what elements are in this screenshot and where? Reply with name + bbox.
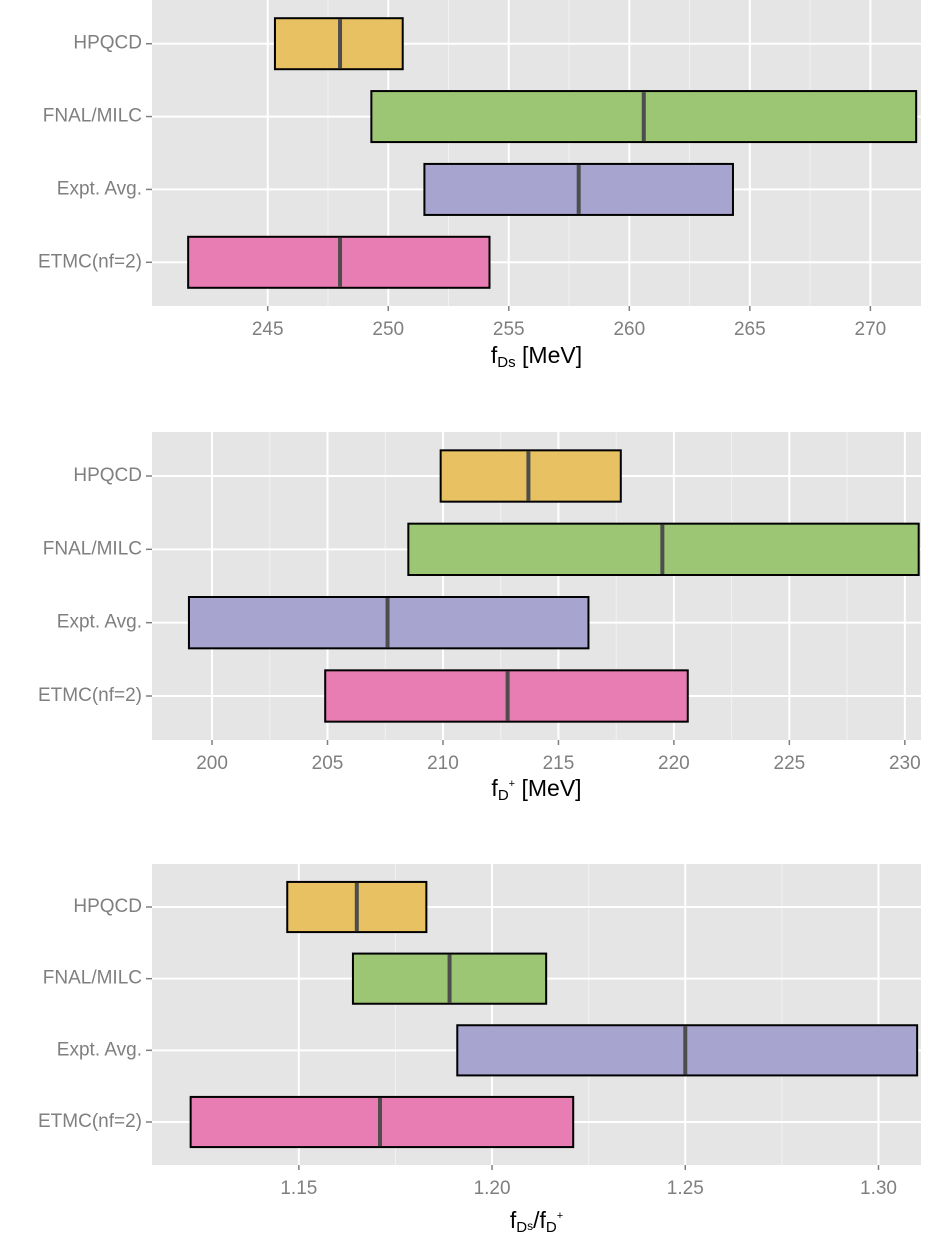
axis-title-part: s xyxy=(527,1219,533,1233)
x-tick-label: 215 xyxy=(543,753,575,774)
axis-title-part: + xyxy=(557,1210,563,1222)
y-tick-label: Expt. Avg. xyxy=(57,612,142,633)
x-axis-title: fD+ [MeV] xyxy=(491,775,581,804)
x-tick-label: 250 xyxy=(372,319,404,340)
x-tick-label: 1.25 xyxy=(667,1178,704,1199)
y-tick-label: FNAL/MILC xyxy=(43,968,142,989)
range-bar xyxy=(439,449,622,503)
y-tick-label: ETMC(nf=2) xyxy=(38,685,142,706)
x-tick-label: 210 xyxy=(427,753,459,774)
y-tick-label: HPQCD xyxy=(73,465,142,486)
axis-title-part: D xyxy=(546,1219,557,1236)
axis-title-part: + xyxy=(509,778,515,790)
axis-title-part: [MeV] xyxy=(515,775,581,801)
axis-title-part: f xyxy=(491,342,498,368)
y-tick-label: FNAL/MILC xyxy=(43,106,142,127)
x-axis-title: fDs/fD+ xyxy=(510,1207,563,1236)
panel: 200 205 210 215 220 225 230 HPQCD FNAL/MILC Expt.… xyxy=(38,432,921,804)
x-axis-title: fDs [MeV] xyxy=(491,342,582,371)
axis-title-part: / xyxy=(533,1207,540,1233)
x-tick-label: 255 xyxy=(493,319,525,340)
axis-title-part: D xyxy=(516,1219,527,1236)
y-tick-label: HPQCD xyxy=(73,33,142,54)
x-tick-label: 1.20 xyxy=(474,1178,511,1199)
axis-title-part: f xyxy=(539,1207,546,1233)
panel: 1.15 1.20 1.25 1.30 HPQCD FNAL/MILC Expt. Avg.… xyxy=(38,864,921,1236)
x-tick-label: 230 xyxy=(889,753,921,774)
x-tick-label: 260 xyxy=(613,319,645,340)
y-tick-label: ETMC(nf=2) xyxy=(38,251,142,272)
x-tick-label: 245 xyxy=(252,319,284,340)
axis-title-part: Ds xyxy=(497,354,515,371)
y-tick-label: Expt. Avg. xyxy=(57,1039,142,1060)
axis-title-part: [MeV] xyxy=(516,342,582,368)
axis-title-part: D xyxy=(498,787,509,804)
x-tick-label: 200 xyxy=(196,753,228,774)
x-tick-label: 265 xyxy=(734,319,766,340)
x-tick-label: 205 xyxy=(312,753,344,774)
x-tick-label: 220 xyxy=(658,753,690,774)
x-tick-label: 225 xyxy=(774,753,806,774)
x-tick-label: 1.30 xyxy=(860,1178,897,1199)
y-tick-label: Expt. Avg. xyxy=(57,178,142,199)
y-tick-label: FNAL/MILC xyxy=(43,538,142,559)
x-tick-label: 270 xyxy=(855,319,887,340)
y-tick-label: HPQCD xyxy=(73,896,142,917)
x-tick-label: 1.15 xyxy=(280,1178,317,1199)
y-tick-label: ETMC(nf=2) xyxy=(38,1111,142,1132)
panel: 245 250 255 260 265 270 HPQCD FNAL/MILC Expt. Av… xyxy=(38,0,921,371)
axis-title-part: f xyxy=(491,775,498,801)
axis-title-part: f xyxy=(510,1207,517,1233)
